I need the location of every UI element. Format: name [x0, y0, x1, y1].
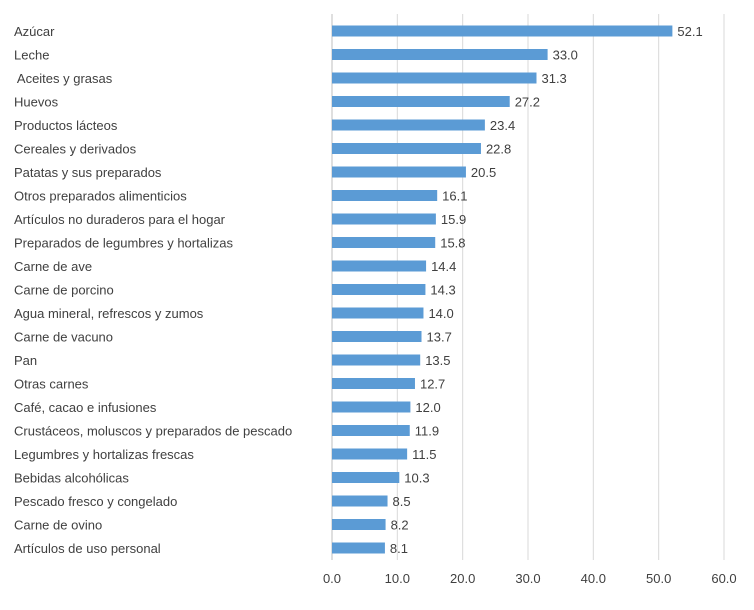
- data-label: 14.4: [431, 259, 456, 274]
- bar: [332, 25, 673, 37]
- category-label: Leche: [14, 48, 49, 63]
- data-label: 12.0: [415, 400, 440, 415]
- bar: [332, 119, 485, 131]
- bar: [332, 237, 436, 248]
- x-tick-label: 50.0: [646, 571, 671, 586]
- data-label: 14.3: [430, 283, 455, 298]
- category-label: Otros preparados alimenticios: [14, 189, 187, 204]
- category-label: Café, cacao e infusiones: [14, 400, 157, 415]
- bar: [332, 96, 510, 107]
- bar: [332, 166, 466, 178]
- category-label: Cereales y derivados: [14, 142, 137, 157]
- category-label: Pan: [14, 353, 37, 368]
- x-axis-ticks: 0.0 10.0 20.0 30.0 40.0 50.0 60.0: [323, 571, 737, 586]
- category-label: Otras carnes: [14, 377, 89, 392]
- bar: [332, 72, 537, 84]
- x-tick-label: 40.0: [581, 571, 606, 586]
- bar: [332, 307, 424, 319]
- bar: [332, 190, 438, 201]
- data-label: 31.3: [541, 71, 566, 86]
- data-label: 14.0: [428, 306, 453, 321]
- category-label: Artículos no duraderos para el hogar: [14, 212, 226, 227]
- bar: [332, 495, 388, 507]
- category-label: Crustáceos, moluscos y preparados de pes…: [14, 424, 292, 439]
- data-label: 11.9: [415, 424, 439, 439]
- data-label: 8.2: [391, 518, 409, 533]
- x-tick-label: 30.0: [515, 571, 540, 586]
- data-label: 12.7: [420, 377, 445, 392]
- category-label: Patatas y sus preparados: [14, 165, 162, 180]
- bar: [332, 472, 400, 483]
- data-label: 11.5: [412, 447, 436, 462]
- data-label: 16.1: [442, 189, 467, 204]
- bar: [332, 260, 427, 272]
- data-label: 13.7: [427, 330, 452, 345]
- bar: [332, 49, 548, 60]
- category-label: Carne de vacuno: [14, 330, 113, 345]
- data-label: 20.5: [471, 165, 496, 180]
- bar: [332, 519, 386, 530]
- data-label: 15.9: [441, 212, 466, 227]
- category-label: Bebidas alcohólicas: [14, 471, 129, 486]
- bar: [332, 378, 415, 389]
- x-tick-label: 0.0: [323, 571, 341, 586]
- data-label: 8.1: [390, 541, 408, 556]
- bar: [332, 213, 436, 225]
- category-label: Azúcar: [14, 24, 55, 39]
- x-tick-label: 60.0: [711, 571, 736, 586]
- category-label: Carne de ovino: [14, 518, 102, 533]
- data-label: 15.8: [440, 236, 465, 251]
- x-tick-label: 10.0: [385, 571, 410, 586]
- data-label: 10.3: [404, 471, 429, 486]
- bar: [332, 425, 410, 436]
- bar: [332, 354, 421, 366]
- category-label: Huevos: [14, 95, 59, 110]
- bar: [332, 448, 408, 460]
- bar: [332, 284, 426, 295]
- bar: [332, 331, 422, 342]
- bar: [332, 143, 481, 154]
- category-label: Artículos de uso personal: [14, 541, 161, 556]
- category-label: Pescado fresco y congelado: [14, 494, 177, 509]
- data-label: 52.1: [677, 24, 702, 39]
- category-label: Legumbres y hortalizas frescas: [14, 447, 194, 462]
- category-labels: Azúcar Leche Aceites y grasas Huevos Produc…: [14, 24, 292, 556]
- data-label: 23.4: [490, 118, 515, 133]
- category-label: Carne de ave: [14, 259, 92, 274]
- data-label: 8.5: [393, 494, 411, 509]
- category-label: Agua mineral, refrescos y zumos: [14, 306, 204, 321]
- x-tick-label: 20.0: [450, 571, 475, 586]
- bar: [332, 401, 411, 413]
- bar: [332, 542, 385, 554]
- bar-layer: [332, 25, 673, 554]
- category-label: Preparados de legumbres y hortalizas: [14, 236, 233, 251]
- category-label: Aceites y grasas: [14, 71, 113, 86]
- data-label: 33.0: [553, 48, 578, 63]
- value-labels: 52.1 33.0 31.327.223.4 22.8 20.5 16.1 15.9 15.8…: [390, 24, 703, 556]
- data-label: 22.8: [486, 142, 511, 157]
- data-label: 13.5: [425, 353, 450, 368]
- category-label: Carne de porcino: [14, 283, 114, 298]
- data-label: 27.2: [515, 95, 540, 110]
- category-label: Productos lácteos: [14, 118, 118, 133]
